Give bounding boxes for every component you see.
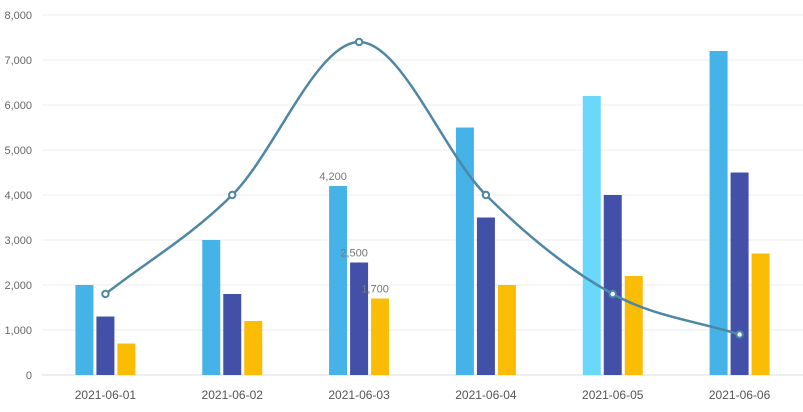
bar[interactable] [96,316,115,376]
line-point[interactable] [101,289,110,299]
grid-layer [42,14,803,376]
bar[interactable] [709,51,728,375]
y-tick-label: 3,000 [4,235,32,247]
bar[interactable] [497,285,516,375]
y-tick-label: 0 [26,370,32,382]
bar[interactable] [455,127,474,376]
x-tick-label: 2021-06-03 [328,388,390,402]
y-tick-label: 4,000 [4,190,32,202]
bar-layer [75,51,770,376]
label-layer: 4,200 2,500 1,700 [319,171,389,296]
bar[interactable] [624,276,643,375]
x-tick-label: 2021-06-04 [455,388,517,402]
line-point[interactable] [735,330,744,339]
bar[interactable] [476,217,495,376]
bar[interactable] [603,195,622,375]
data-label: 4,200 [319,171,347,183]
x-tick-label: 2021-06-05 [582,388,644,402]
bar[interactable] [202,240,221,375]
y-tick-label: 6,000 [4,100,32,112]
bar[interactable] [730,172,749,376]
line-point[interactable] [354,37,364,47]
axis-layer: 0 1,000 2,000 3,000 4,000 5,000 6,000 7,000 8,00… [4,10,770,402]
bar[interactable] [371,298,390,376]
x-tick-label: 2021-06-06 [709,388,771,402]
bar[interactable] [244,321,263,375]
bar[interactable] [329,186,348,375]
y-tick-label: 5,000 [4,145,32,157]
y-tick-label: 8,000 [4,10,32,22]
bar[interactable] [350,262,369,376]
line-layer [101,37,744,339]
y-tick-label: 1,000 [4,325,32,337]
bar[interactable] [75,285,94,375]
line-point[interactable] [228,190,237,200]
bar[interactable] [751,253,770,376]
bar[interactable] [223,294,242,375]
data-label: 1,700 [361,284,389,296]
bar[interactable] [117,343,136,376]
x-tick-label: 2021-06-02 [202,388,264,402]
line-point[interactable] [481,190,491,200]
y-tick-label: 2,000 [4,280,32,292]
line-point[interactable] [608,289,617,299]
data-label: 2,500 [340,248,368,260]
series-line [104,40,740,336]
y-tick-label: 7,000 [4,55,32,67]
x-tick-label: 2021-06-01 [75,388,137,402]
bar[interactable] [582,96,601,375]
